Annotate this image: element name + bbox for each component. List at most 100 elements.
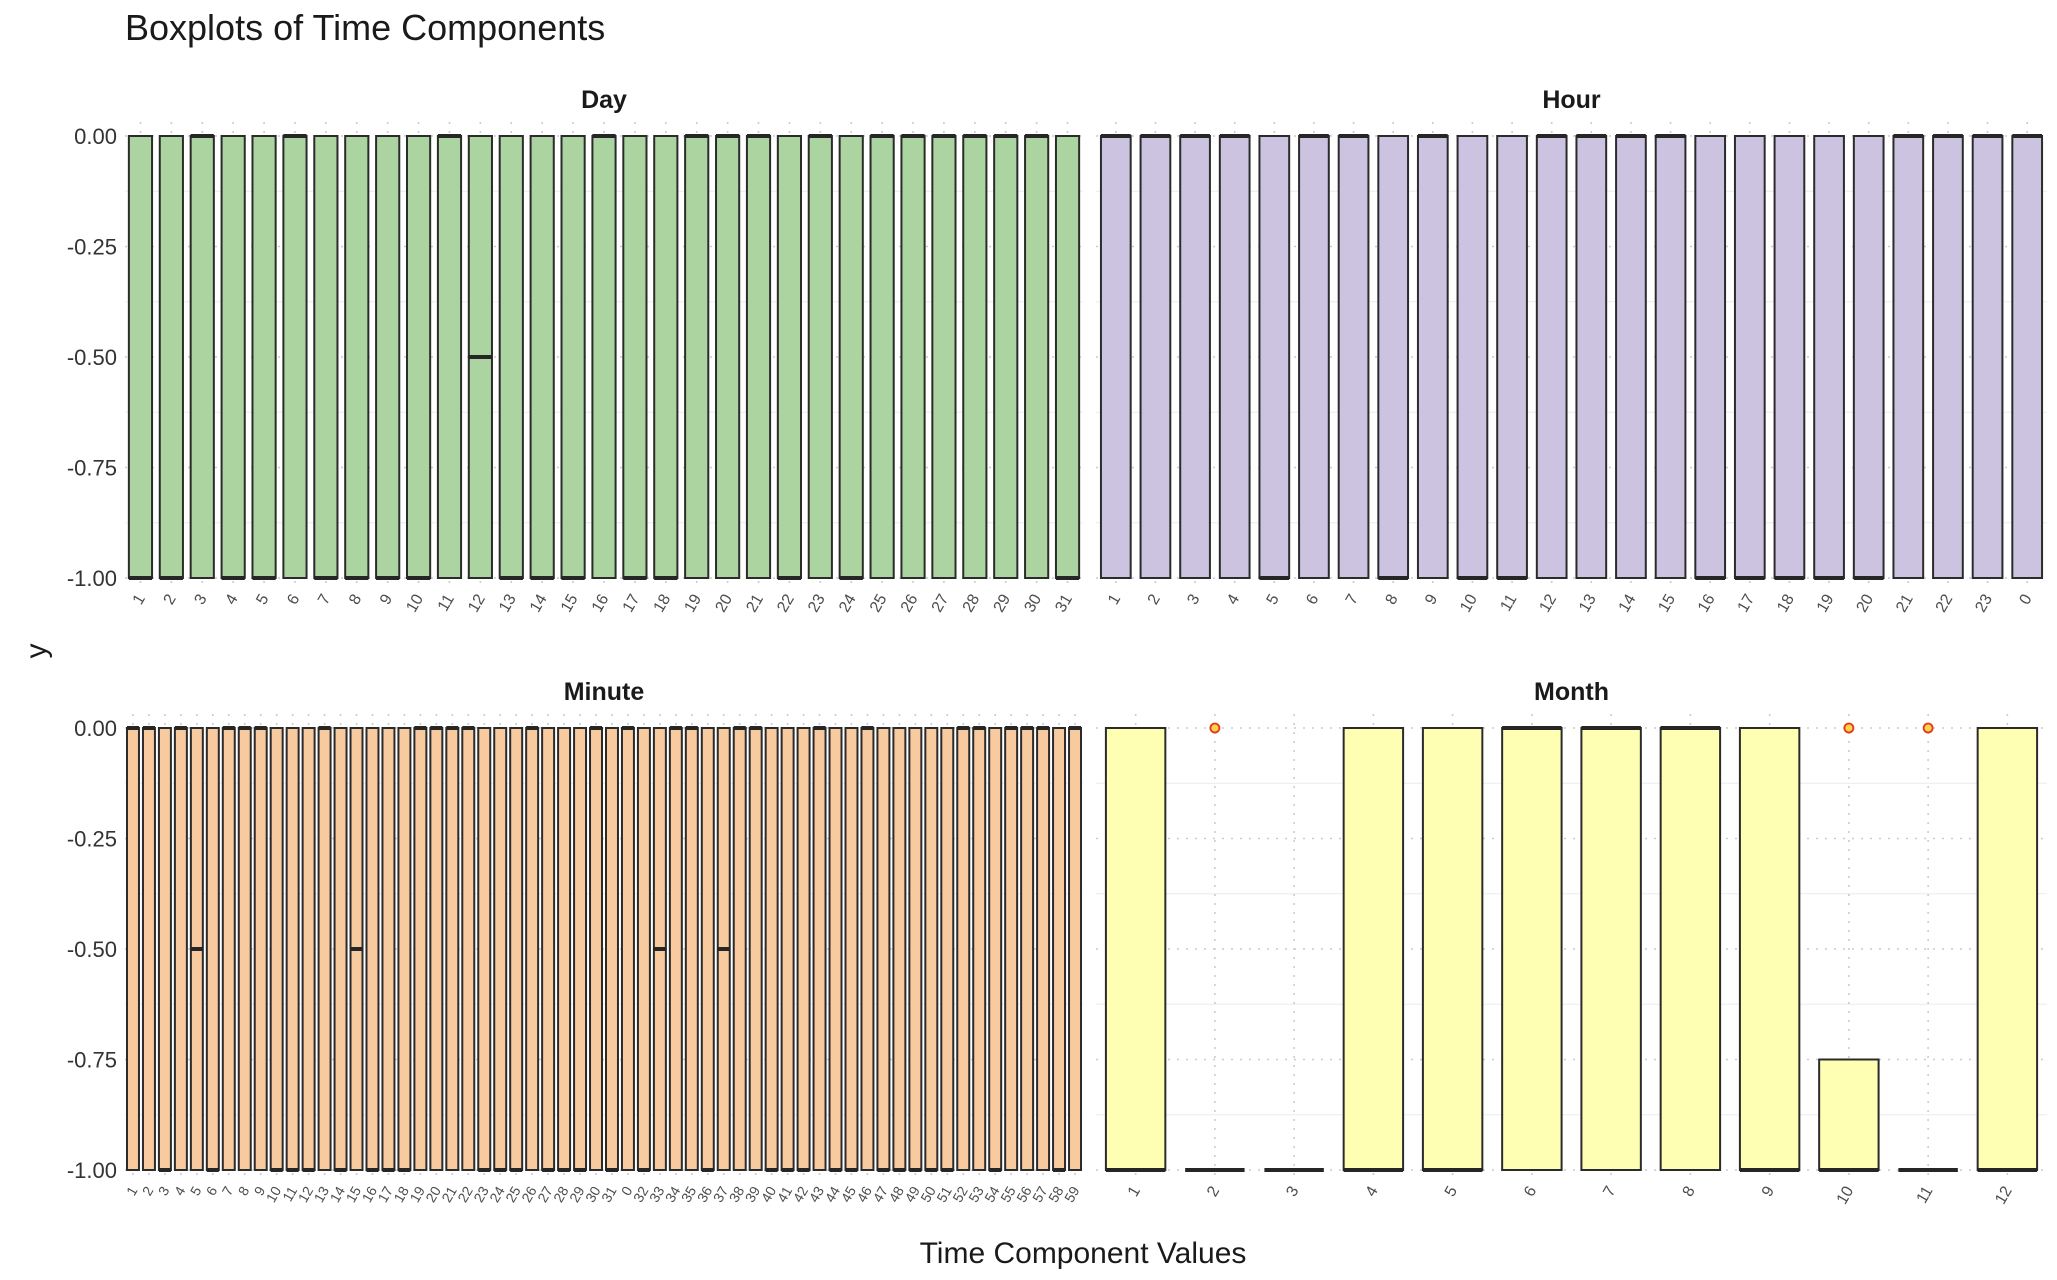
box xyxy=(1342,727,1405,1171)
x-tick-label: 11 xyxy=(435,591,458,614)
x-tick-label: 46 xyxy=(853,1183,875,1205)
box xyxy=(764,727,779,1171)
facet-label-month: Month xyxy=(1534,678,1609,706)
x-tick-label: 12 xyxy=(295,1183,317,1205)
x-axis-title: Time Component Values xyxy=(920,1237,1247,1270)
x-tick-label: 2 xyxy=(161,591,180,607)
box xyxy=(498,135,524,579)
x-tick-label: 3 xyxy=(192,591,211,607)
x-tick-label: 44 xyxy=(821,1183,843,1205)
box xyxy=(221,727,236,1171)
box xyxy=(748,727,763,1171)
box xyxy=(1976,727,2039,1171)
box xyxy=(962,135,988,579)
box xyxy=(127,135,154,579)
x-tick-label: 6 xyxy=(284,591,303,607)
box xyxy=(1099,135,1132,579)
x-tick-label: 3 xyxy=(1283,1183,1302,1199)
box xyxy=(900,135,926,579)
box xyxy=(956,727,971,1171)
facet-label-minute: Minute xyxy=(564,678,645,706)
box xyxy=(253,727,268,1171)
box xyxy=(1813,135,1845,579)
y-tick-label: -0.25 xyxy=(67,235,117,260)
x-tick-label: 2 xyxy=(1145,591,1164,607)
x-tick-label: 19 xyxy=(406,1183,428,1205)
x-tick-label: 42 xyxy=(790,1183,812,1205)
box xyxy=(1052,727,1067,1171)
box xyxy=(604,727,619,1171)
box xyxy=(1218,135,1251,579)
box xyxy=(931,135,957,579)
x-tick-label: 21 xyxy=(438,1183,460,1205)
x-tick-label: 11 xyxy=(279,1183,300,1204)
box xyxy=(636,727,651,1171)
x-tick-label: 11 xyxy=(1497,591,1520,614)
box xyxy=(1818,1058,1880,1171)
x-tick-label: 9 xyxy=(1422,591,1441,607)
box xyxy=(1575,135,1608,579)
box xyxy=(1036,727,1051,1171)
box xyxy=(381,727,396,1171)
x-tick-label: 28 xyxy=(550,1183,572,1205)
box xyxy=(796,727,811,1171)
box xyxy=(405,135,432,579)
x-tick-label: 0 xyxy=(2016,591,2035,607)
box xyxy=(1733,135,1766,579)
x-tick-label: 25 xyxy=(867,591,891,615)
box xyxy=(509,727,524,1171)
x-tick-label: 53 xyxy=(965,1183,987,1205)
box xyxy=(1659,727,1722,1171)
box xyxy=(1580,727,1642,1171)
y-tick-label: -1.00 xyxy=(67,1158,117,1183)
box xyxy=(285,727,300,1171)
x-tick-label: 3 xyxy=(1184,591,1203,607)
x-tick-label: 52 xyxy=(949,1183,971,1205)
x-tick-label: 15 xyxy=(558,591,582,615)
box xyxy=(141,727,156,1171)
x-tick-label: 14 xyxy=(327,1183,349,1205)
box xyxy=(344,135,370,579)
x-tick-label: 11 xyxy=(1914,1183,1937,1206)
box xyxy=(812,727,827,1171)
x-tick-label: 30 xyxy=(582,1183,604,1205)
x-tick-label: 10 xyxy=(1457,591,1481,615)
box xyxy=(745,135,772,579)
box xyxy=(157,727,172,1171)
box xyxy=(684,135,710,579)
box xyxy=(1535,135,1568,579)
box xyxy=(560,135,586,579)
box xyxy=(622,135,648,579)
box xyxy=(317,727,332,1171)
x-tick-label: 39 xyxy=(742,1183,764,1205)
box xyxy=(2011,135,2044,579)
x-tick-label: 26 xyxy=(898,591,922,615)
outlier-point xyxy=(1209,722,1221,734)
box xyxy=(1377,135,1410,579)
x-tick-label: 23 xyxy=(1972,591,1996,615)
y-tick-label: 0.00 xyxy=(74,716,117,741)
x-tick-label: 16 xyxy=(1695,591,1719,615)
x-tick-label: 15 xyxy=(342,1183,364,1205)
box xyxy=(838,135,864,579)
x-tick-label: 36 xyxy=(694,1183,716,1205)
x-tick-label: 43 xyxy=(806,1183,828,1205)
x-tick-label: 13 xyxy=(311,1183,333,1205)
x-tick-label: 41 xyxy=(774,1183,796,1205)
box xyxy=(1298,135,1330,579)
x-tick-label: 59 xyxy=(1061,1183,1083,1205)
x-tick-label: 54 xyxy=(981,1183,1003,1205)
x-tick-label: 22 xyxy=(774,591,798,615)
box xyxy=(573,727,588,1171)
x-tick-label: 29 xyxy=(991,591,1015,615)
box xyxy=(1496,135,1528,579)
box xyxy=(684,727,699,1171)
x-tick-label: 13 xyxy=(496,591,520,615)
box xyxy=(668,727,683,1171)
x-tick-label: 48 xyxy=(885,1183,907,1205)
x-tick-label: 26 xyxy=(518,1183,540,1205)
x-tick-label: 21 xyxy=(743,591,767,615)
x-tick-label: 23 xyxy=(805,591,829,615)
